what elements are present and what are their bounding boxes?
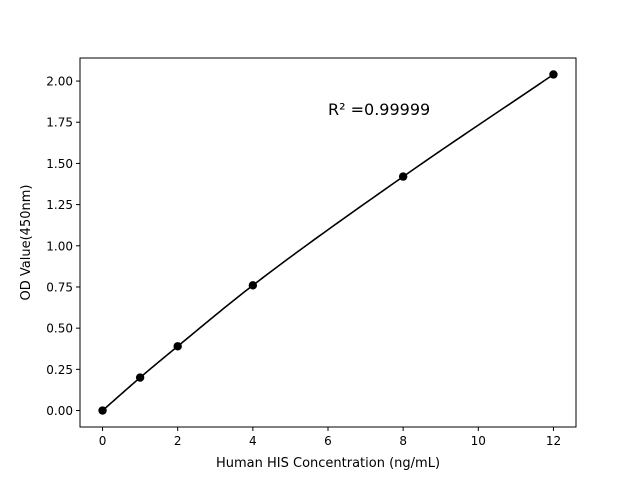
y-axis-ticks: 0.00 0.25 0.50 0.75 1.00 1.25 1.50 1.75 2.00 xyxy=(46,75,80,418)
r-squared-annotation: R² =0.99999 xyxy=(328,100,430,119)
x-tick-label: 12 xyxy=(546,434,561,448)
x-tick-label: 2 xyxy=(174,434,182,448)
x-axis-label: Human HIS Concentration (ng/mL) xyxy=(216,456,440,471)
x-axis-ticks: 0 2 4 6 8 10 12 xyxy=(99,427,561,448)
data-point xyxy=(248,281,258,290)
data-points-group xyxy=(98,70,558,415)
data-point xyxy=(135,373,145,382)
fit-curve xyxy=(102,73,554,412)
y-tick-label: 2.00 xyxy=(46,75,73,89)
x-tick-label: 6 xyxy=(324,434,332,448)
y-tick-label: 0.00 xyxy=(46,404,73,418)
fit-curve-group xyxy=(102,73,554,412)
y-tick-label: 0.75 xyxy=(46,280,73,294)
y-tick-label: 1.25 xyxy=(46,198,73,212)
y-axis-label: OD Value(450nm) xyxy=(19,185,34,301)
y-tick-label: 1.50 xyxy=(46,157,73,171)
y-tick-label: 1.00 xyxy=(46,239,73,253)
x-tick-label: 4 xyxy=(249,434,257,448)
x-tick-label: 8 xyxy=(399,434,407,448)
data-point xyxy=(173,342,182,351)
y-tick-label: 1.75 xyxy=(46,116,73,130)
x-tick-label: 10 xyxy=(471,434,486,448)
x-tick-label: 0 xyxy=(99,434,107,448)
data-point xyxy=(98,406,107,415)
data-point xyxy=(398,172,408,181)
data-point xyxy=(549,70,558,79)
y-tick-label: 0.50 xyxy=(46,322,73,336)
y-tick-label: 0.25 xyxy=(46,363,73,377)
